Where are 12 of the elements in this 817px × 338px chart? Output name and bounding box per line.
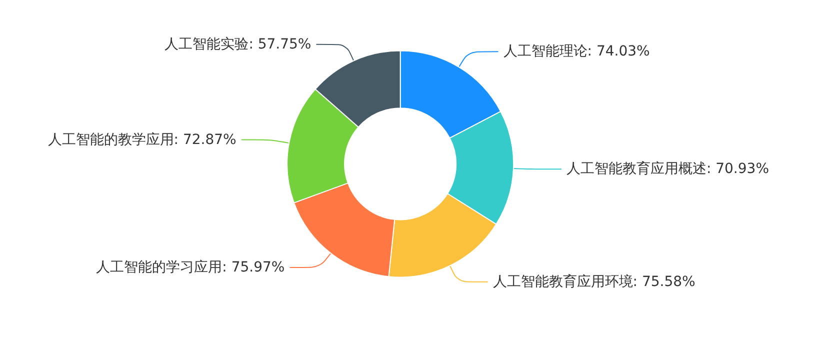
data-label: : 75.97% xyxy=(222,259,285,276)
slice-label: 人工智能实验 xyxy=(164,36,249,52)
data-label: : 70.93% xyxy=(706,161,770,178)
slice-label: 人工智能教育应用概述 xyxy=(566,160,706,178)
data-label: : 74.03% xyxy=(587,44,650,60)
slice-label: 人工智能教育应用环境 xyxy=(492,272,633,290)
data-label: : 72.87% xyxy=(174,132,236,148)
data-label: : 57.75% xyxy=(248,36,312,52)
slice-label: 人工智能的学习应用 xyxy=(96,259,222,276)
slice-label: 人工智能理论 xyxy=(503,44,588,60)
slice-label: 人工智能的教学应用 xyxy=(48,132,174,148)
data-label: : 75.58% xyxy=(632,274,696,290)
